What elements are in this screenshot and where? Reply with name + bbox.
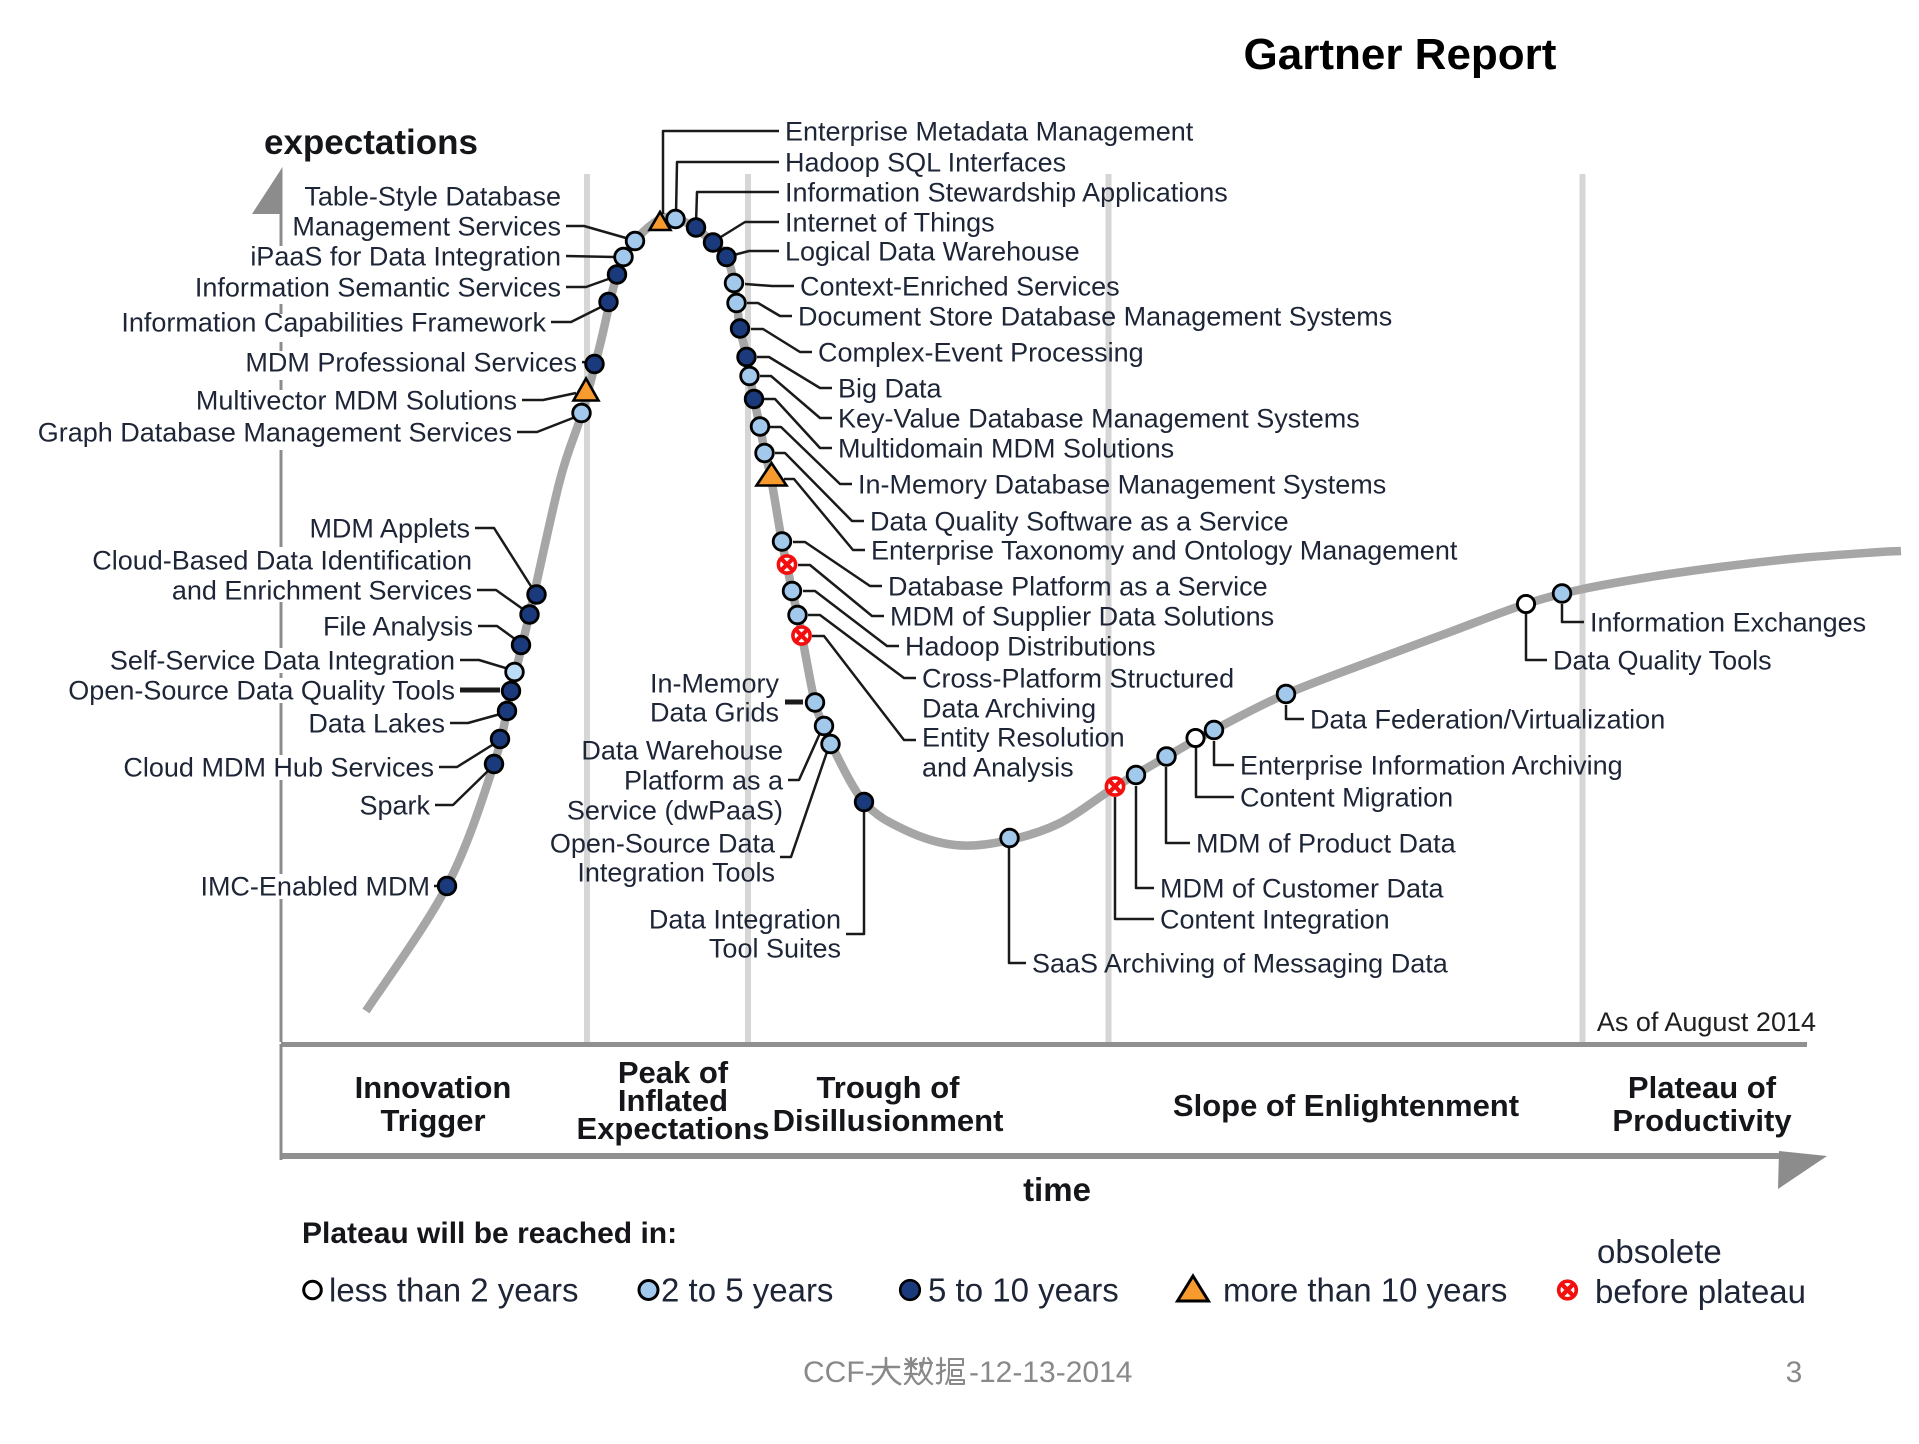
- svg-text:Information Stewardship Applic: Information Stewardship Applications: [785, 178, 1228, 208]
- svg-text:MDM of Product Data: MDM of Product Data: [1196, 829, 1457, 859]
- svg-text:5 to 10 years: 5 to 10 years: [928, 1272, 1119, 1309]
- svg-text:2 to 5 years: 2 to 5 years: [661, 1272, 833, 1309]
- svg-text:Context-Enriched Services: Context-Enriched Services: [800, 272, 1120, 302]
- svg-text:Platform as a: Platform as a: [624, 766, 784, 796]
- svg-text:expectations: expectations: [264, 123, 478, 162]
- svg-text:As of August 2014: As of August 2014: [1597, 1007, 1816, 1037]
- svg-text:Plateau will be reached in:: Plateau will be reached in:: [302, 1217, 677, 1250]
- svg-text:Disillusionment: Disillusionment: [773, 1103, 1004, 1138]
- svg-text:Document Store Database Manage: Document Store Database Management Syste…: [798, 302, 1392, 332]
- svg-text:Service (dwPaaS): Service (dwPaaS): [567, 796, 783, 826]
- svg-text:Data Warehouse: Data Warehouse: [581, 736, 783, 766]
- svg-text:Content Migration: Content Migration: [1240, 783, 1453, 813]
- svg-text:Self-Service Data Integration: Self-Service Data Integration: [110, 646, 455, 676]
- svg-text:SaaS Archiving of Messaging Da: SaaS Archiving of Messaging Data: [1032, 949, 1449, 979]
- svg-text:File Analysis: File Analysis: [323, 612, 473, 642]
- svg-text:Enterprise Taxonomy and Ontolo: Enterprise Taxonomy and Ontology Managem…: [871, 536, 1458, 566]
- svg-text:before plateau: before plateau: [1595, 1273, 1806, 1310]
- svg-text:Data Federation/Virtualization: Data Federation/Virtualization: [1310, 705, 1665, 735]
- svg-text:In-Memory Database Management: In-Memory Database Management Systems: [858, 470, 1386, 500]
- svg-text:Open-Source Data: Open-Source Data: [550, 829, 776, 859]
- svg-text:Peak of: Peak of: [618, 1055, 729, 1090]
- svg-text:In-Memory: In-Memory: [650, 669, 780, 699]
- svg-text:CCF-: CCF-: [803, 1356, 875, 1389]
- svg-text:Content Integration: Content Integration: [1160, 905, 1390, 935]
- svg-text:Management Services: Management Services: [292, 212, 561, 242]
- svg-text:MDM of Customer Data: MDM of Customer Data: [1160, 874, 1445, 904]
- svg-text:Enterprise Metadata Management: Enterprise Metadata Management: [785, 117, 1194, 147]
- svg-text:Plateau of: Plateau of: [1628, 1070, 1777, 1105]
- svg-text:Database Platform as a Service: Database Platform as a Service: [888, 572, 1268, 602]
- svg-text:IMC-Enabled MDM: IMC-Enabled MDM: [200, 872, 430, 902]
- svg-text:-12-13-2014: -12-13-2014: [969, 1356, 1132, 1389]
- svg-text:Gartner Report: Gartner Report: [1244, 30, 1557, 79]
- svg-text:Complex-Event Processing: Complex-Event Processing: [818, 338, 1144, 368]
- svg-text:Data Grids: Data Grids: [650, 698, 779, 728]
- svg-text:and Analysis: and Analysis: [922, 753, 1074, 783]
- svg-text:Inflated: Inflated: [618, 1083, 728, 1118]
- svg-text:Data Quality Software as a Ser: Data Quality Software as a Service: [870, 507, 1289, 537]
- svg-text:Table-Style Database: Table-Style Database: [304, 182, 561, 212]
- svg-text:Information Exchanges: Information Exchanges: [1590, 608, 1866, 638]
- svg-text:obsolete: obsolete: [1597, 1233, 1722, 1270]
- svg-text:Data Archiving: Data Archiving: [922, 694, 1096, 724]
- svg-text:Trigger: Trigger: [380, 1103, 485, 1138]
- svg-text:Internet of Things: Internet of Things: [785, 208, 995, 238]
- svg-text:Key-Value Database Management: Key-Value Database Management Systems: [838, 404, 1360, 434]
- svg-text:Multidomain MDM Solutions: Multidomain MDM Solutions: [838, 434, 1174, 464]
- svg-text:Entity Resolution: Entity Resolution: [922, 723, 1125, 753]
- svg-text:Spark: Spark: [359, 791, 430, 821]
- svg-text:Productivity: Productivity: [1612, 1103, 1792, 1138]
- svg-text:MDM of Supplier Data Solutions: MDM of Supplier Data Solutions: [890, 602, 1274, 632]
- svg-text:Data Quality Tools: Data Quality Tools: [1553, 646, 1772, 676]
- svg-text:Expectations: Expectations: [577, 1111, 770, 1146]
- svg-text:Data Integration: Data Integration: [649, 905, 841, 935]
- svg-text:Information Capabilities Frame: Information Capabilities Framework: [121, 308, 546, 338]
- svg-text:Open-Source Data Quality Tools: Open-Source Data Quality Tools: [68, 676, 455, 706]
- svg-text:iPaaS for Data Integration: iPaaS for Data Integration: [250, 242, 561, 272]
- svg-text:Integration Tools: Integration Tools: [577, 858, 775, 888]
- svg-text:Hadoop Distributions: Hadoop Distributions: [905, 632, 1156, 662]
- svg-text:Big Data: Big Data: [838, 374, 943, 404]
- svg-text:MDM Professional Services: MDM Professional Services: [245, 348, 577, 378]
- svg-text:Trough of: Trough of: [817, 1070, 961, 1105]
- svg-text:Cloud MDM Hub Services: Cloud MDM Hub Services: [123, 753, 434, 783]
- svg-text:Hadoop SQL Interfaces: Hadoop SQL Interfaces: [785, 148, 1066, 178]
- svg-text:Slope of Enlightenment: Slope of Enlightenment: [1173, 1088, 1519, 1123]
- svg-text:Information Semantic Services: Information Semantic Services: [195, 273, 561, 303]
- svg-text:3: 3: [1786, 1356, 1803, 1389]
- svg-text:Cross-Platform Structured: Cross-Platform Structured: [922, 664, 1234, 694]
- svg-text:Graph Database Management Serv: Graph Database Management Services: [38, 418, 512, 448]
- svg-text:Multivector MDM Solutions: Multivector MDM Solutions: [196, 386, 517, 416]
- svg-text:and Enrichment Services: and Enrichment Services: [172, 576, 472, 606]
- svg-text:time: time: [1023, 1171, 1091, 1208]
- svg-text:less than 2 years: less than 2 years: [329, 1272, 578, 1309]
- svg-text:Cloud-Based Data Identificatio: Cloud-Based Data Identification: [92, 546, 472, 576]
- svg-text:Data Lakes: Data Lakes: [308, 709, 445, 739]
- svg-text:Logical Data Warehouse: Logical Data Warehouse: [785, 237, 1080, 267]
- svg-text:MDM Applets: MDM Applets: [309, 514, 470, 544]
- svg-text:more than 10 years: more than 10 years: [1223, 1272, 1507, 1309]
- svg-text:Tool Suites: Tool Suites: [709, 934, 841, 964]
- svg-text:Innovation: Innovation: [355, 1070, 512, 1105]
- svg-text:Enterprise Information Archivi: Enterprise Information Archiving: [1240, 751, 1623, 781]
